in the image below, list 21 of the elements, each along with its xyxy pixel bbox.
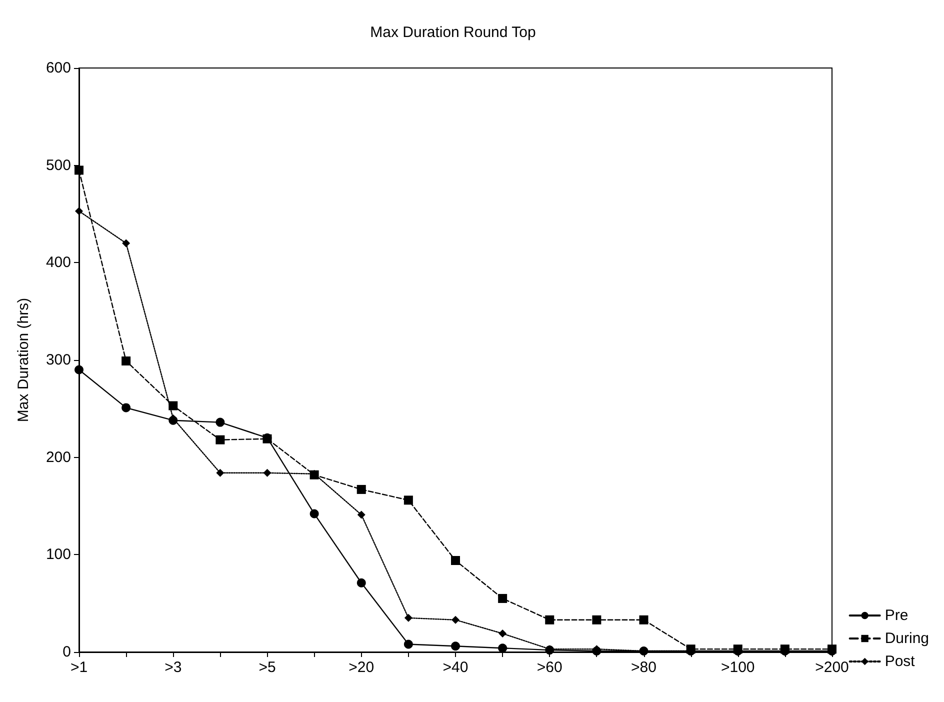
x-tick-label: >5 [258,659,276,676]
x-tick-label: >1 [70,659,88,676]
legend-label: Pre [884,607,908,624]
legend-label: Post [884,653,916,670]
x-tick-label: >80 [631,659,656,676]
y-tick-label: 0 [62,644,71,660]
x-tick-label: >200 [815,659,849,676]
y-tick-label: 400 [46,254,71,272]
x-tick-label: >60 [536,659,562,676]
y-tick-label: 100 [46,546,71,564]
y-tick-label: 200 [46,448,71,466]
x-tick-label: >40 [442,659,468,676]
y-tick-label: 600 [46,60,71,76]
y-tick-label: 500 [46,156,71,174]
x-tick-label: >20 [348,659,374,676]
legend-label: During [884,630,929,647]
y-tick-label: 300 [46,352,71,368]
x-tick-label: >100 [720,659,755,676]
chart-title: Max Duration Round Top [370,24,536,41]
x-tick-label: >3 [164,659,182,676]
y-axis-title: Max Duration (hrs) [15,298,32,422]
